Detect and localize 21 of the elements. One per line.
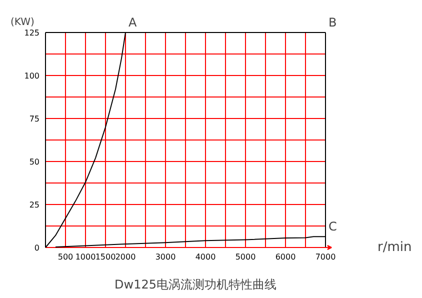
x-tick-label: 3000 bbox=[155, 252, 176, 262]
y-tick-label: 25 bbox=[29, 200, 40, 210]
y-tick-label: 0 bbox=[34, 244, 40, 252]
x-tick-label: 500 bbox=[58, 252, 74, 262]
x-tick-label: 1000 bbox=[75, 252, 96, 262]
annotation: C bbox=[328, 220, 337, 234]
x-axis-title: r/min bbox=[378, 240, 412, 255]
annotation: A bbox=[128, 16, 138, 30]
x-tick-label: 6000 bbox=[275, 252, 296, 262]
x-tick-label: 2000 bbox=[115, 252, 136, 262]
y-tick-label: 125 bbox=[24, 28, 40, 38]
y-tick-label: 100 bbox=[24, 72, 40, 80]
x-tick-label: 4000 bbox=[195, 252, 216, 262]
y-axis-title: (KW) bbox=[10, 17, 34, 28]
y-tick-label: 75 bbox=[29, 114, 40, 124]
text: B bbox=[328, 16, 337, 30]
x-tick-label: 1500 bbox=[95, 252, 116, 262]
x-tick-label: 5000 bbox=[235, 252, 256, 262]
x-tick-label: 7000 bbox=[315, 252, 336, 262]
y-tick-label: 50 bbox=[29, 158, 40, 166]
text: Dw125电涡流测功机特性曲线 bbox=[114, 278, 276, 292]
